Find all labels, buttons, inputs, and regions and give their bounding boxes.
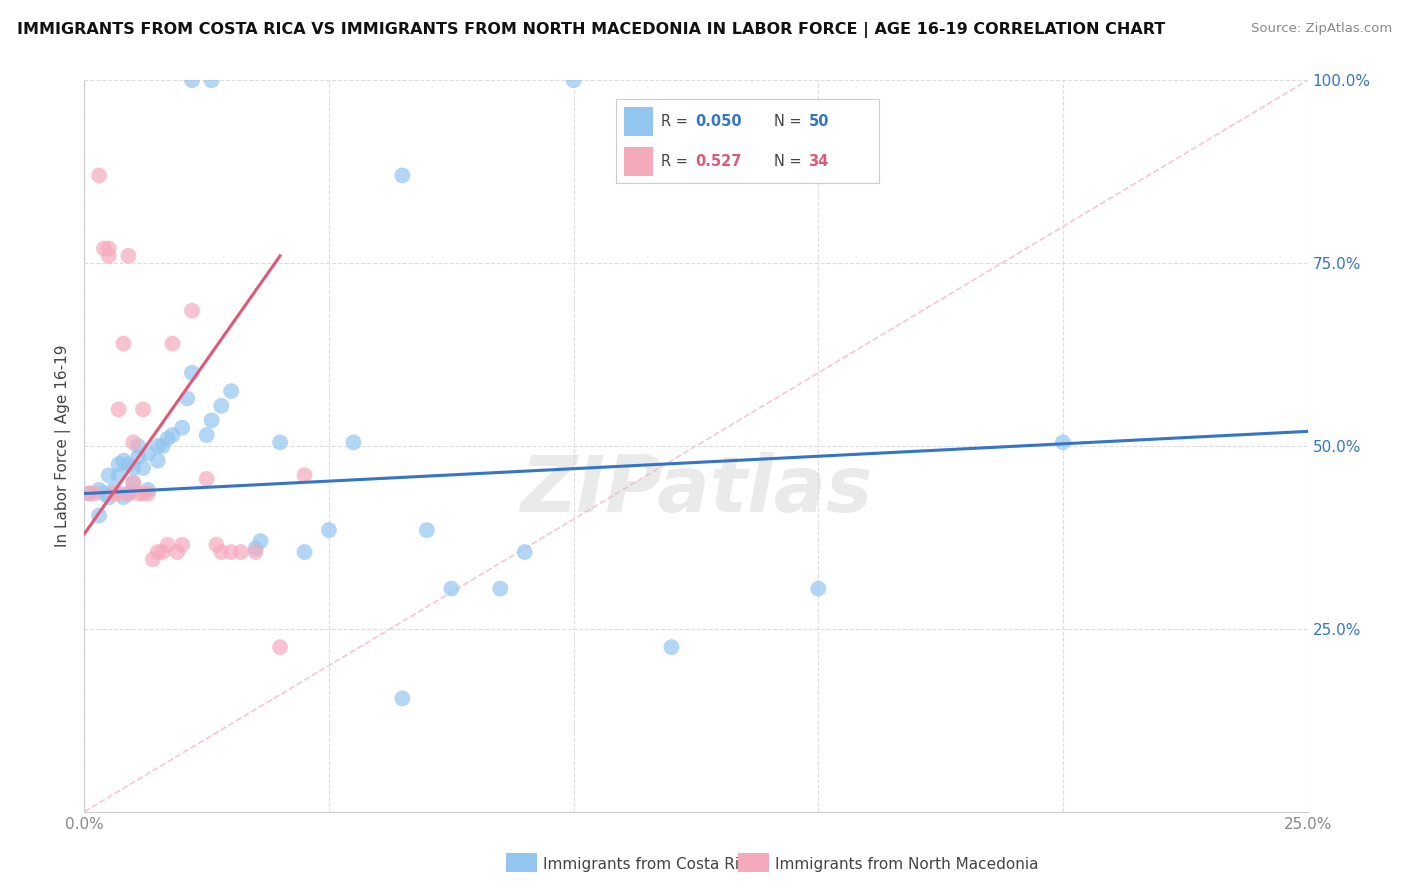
Point	[136, 483, 159, 497]
Point	[229, 545, 252, 559]
Point	[219, 545, 242, 559]
Point	[245, 541, 267, 556]
Point	[162, 428, 184, 442]
Point	[156, 432, 179, 446]
Point	[117, 486, 139, 500]
Point	[195, 472, 218, 486]
Text: Immigrants from Costa Rica: Immigrants from Costa Rica	[543, 857, 756, 871]
Point	[136, 446, 159, 460]
Point	[245, 545, 267, 559]
Point	[83, 486, 105, 500]
Point	[132, 461, 155, 475]
Point	[391, 691, 413, 706]
Point	[391, 169, 413, 183]
Point	[156, 538, 179, 552]
Text: IMMIGRANTS FROM COSTA RICA VS IMMIGRANTS FROM NORTH MACEDONIA IN LABOR FORCE | A: IMMIGRANTS FROM COSTA RICA VS IMMIGRANTS…	[17, 22, 1166, 38]
Point	[269, 435, 291, 450]
Point	[107, 468, 129, 483]
Point	[142, 552, 165, 566]
Point	[87, 169, 110, 183]
Point	[200, 413, 222, 427]
Point	[200, 73, 222, 87]
Point	[489, 582, 512, 596]
Point	[249, 534, 271, 549]
Point	[132, 402, 155, 417]
Point	[440, 582, 463, 596]
Point	[416, 523, 439, 537]
Point	[294, 545, 316, 559]
Point	[122, 475, 145, 490]
Text: Immigrants from North Macedonia: Immigrants from North Macedonia	[775, 857, 1038, 871]
Point	[318, 523, 340, 537]
Point	[661, 640, 683, 655]
Point	[562, 73, 585, 87]
Point	[122, 435, 145, 450]
Point	[87, 483, 110, 497]
Point	[127, 486, 149, 500]
Point	[107, 486, 129, 500]
Point	[117, 486, 139, 500]
Point	[77, 486, 100, 500]
Point	[103, 483, 125, 497]
Point	[209, 399, 232, 413]
Point	[117, 249, 139, 263]
Point	[146, 453, 169, 467]
Point	[112, 453, 135, 467]
Point	[127, 450, 149, 464]
Point	[513, 545, 536, 559]
Point	[93, 242, 115, 256]
Point	[176, 392, 198, 406]
Point	[162, 336, 184, 351]
Point	[166, 545, 188, 559]
Point	[181, 303, 204, 318]
Point	[807, 582, 830, 596]
Point	[146, 545, 169, 559]
Point	[205, 538, 228, 552]
Y-axis label: In Labor Force | Age 16-19: In Labor Force | Age 16-19	[55, 344, 72, 548]
Point	[181, 73, 204, 87]
Point	[97, 468, 120, 483]
Point	[172, 421, 194, 435]
Point	[136, 486, 159, 500]
Point	[93, 486, 115, 500]
Point	[103, 486, 125, 500]
Point	[219, 384, 242, 399]
Point	[107, 457, 129, 471]
Point	[97, 249, 120, 263]
Point	[152, 439, 174, 453]
Point	[87, 508, 110, 523]
Point	[97, 242, 120, 256]
Text: ZIPatlas: ZIPatlas	[520, 452, 872, 528]
Point	[77, 486, 100, 500]
Point	[195, 428, 218, 442]
Point	[172, 538, 194, 552]
Point	[112, 490, 135, 504]
Point	[269, 640, 291, 655]
Point	[209, 545, 232, 559]
Point	[112, 336, 135, 351]
Text: Source: ZipAtlas.com: Source: ZipAtlas.com	[1251, 22, 1392, 36]
Point	[342, 435, 364, 450]
Point	[146, 439, 169, 453]
Point	[117, 457, 139, 471]
Point	[107, 402, 129, 417]
Point	[132, 486, 155, 500]
Point	[152, 545, 174, 559]
Point	[122, 461, 145, 475]
Point	[122, 475, 145, 490]
Point	[97, 490, 120, 504]
Point	[127, 439, 149, 453]
Point	[294, 468, 316, 483]
Point	[1052, 435, 1074, 450]
Point	[181, 366, 204, 380]
